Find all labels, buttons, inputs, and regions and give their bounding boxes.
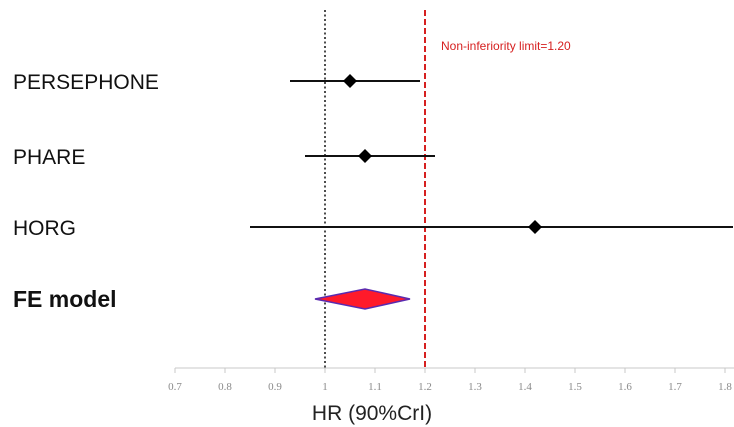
study-label: HORG bbox=[13, 217, 76, 240]
x-ticks: 0.7 0.8 0.9 1 1.1 1.2 1.3 1.4 1.5 1.6 1.7 1.8 bbox=[168, 368, 732, 393]
x-tick-label: 1.7 bbox=[668, 381, 682, 393]
x-tick-label: 1.2 bbox=[418, 381, 432, 393]
point-estimate-marker bbox=[358, 149, 372, 163]
pooled-estimate-diamond bbox=[314, 288, 411, 310]
pooled-model-label: FE model bbox=[13, 286, 117, 312]
non-inferiority-limit-label: Non-inferiority limit=1.20 bbox=[441, 39, 571, 53]
point-estimate-marker bbox=[343, 74, 357, 88]
x-tick-label: 1.1 bbox=[368, 381, 382, 393]
x-tick-label: 0.8 bbox=[218, 381, 232, 393]
x-tick-label: 1.3 bbox=[468, 381, 482, 393]
x-tick-label: 1.5 bbox=[568, 381, 582, 393]
x-tick-label: 1.8 bbox=[718, 381, 732, 393]
study-label: PERSEPHONE bbox=[13, 71, 159, 94]
point-estimate-marker bbox=[528, 220, 542, 234]
x-axis-title: HR (90%CrI) bbox=[312, 402, 432, 425]
x-tick-label: 0.9 bbox=[268, 381, 282, 393]
study-label: PHARE bbox=[13, 146, 85, 169]
axis-group: 0.7 0.8 0.9 1 1.1 1.2 1.3 1.4 1.5 1.6 1.7 1.8 HR (9… bbox=[168, 367, 734, 425]
study-rows: PERSEPHONE PHARE HORG bbox=[13, 71, 733, 240]
x-tick-label: 1.6 bbox=[618, 381, 632, 393]
x-tick-label: 1 bbox=[322, 381, 328, 393]
x-tick-label: 1.4 bbox=[518, 381, 532, 393]
x-tick-label: 0.7 bbox=[168, 381, 182, 393]
